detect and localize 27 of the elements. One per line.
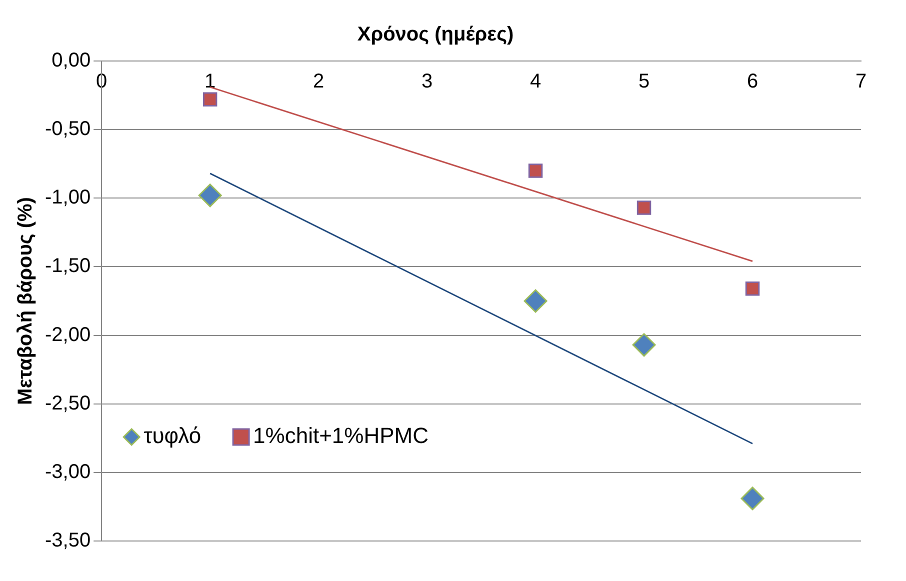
y-tick-label: 0,00 [52, 50, 91, 72]
point [636, 200, 652, 215]
x-tick-label: 7 [855, 70, 867, 93]
point [524, 289, 548, 313]
legend-label: τυφλό [144, 423, 202, 448]
x-tick-label: 5 [638, 70, 650, 93]
x-tick-label: 4 [530, 70, 542, 93]
x-tick-label: 2 [313, 70, 324, 93]
y-tick-label: -1,00 [44, 186, 91, 209]
point [202, 92, 218, 107]
x-tick-label: 6 [746, 70, 758, 93]
point [632, 333, 656, 357]
point [745, 282, 760, 296]
legend-label: 1%chit+1%HPMC [253, 423, 429, 448]
y-tick-label: -3,50 [44, 530, 91, 552]
point [198, 184, 222, 208]
y-tick-label: -1,50 [44, 255, 91, 278]
point [528, 164, 543, 178]
point [740, 486, 764, 510]
x-tick-label: 3 [421, 70, 433, 93]
x-tick-label: 1 [204, 70, 216, 93]
y-tick-label: -0,50 [44, 118, 91, 140]
y-axis-title: Μεταβολή βάρους (%) [14, 197, 37, 405]
y-tick-label: -2,00 [44, 324, 91, 346]
y-tick-label: -3,00 [44, 460, 91, 483]
y-tick-label: -2,50 [44, 392, 91, 414]
x-axis-title: Χρόνος (ημέρες) [357, 24, 514, 46]
